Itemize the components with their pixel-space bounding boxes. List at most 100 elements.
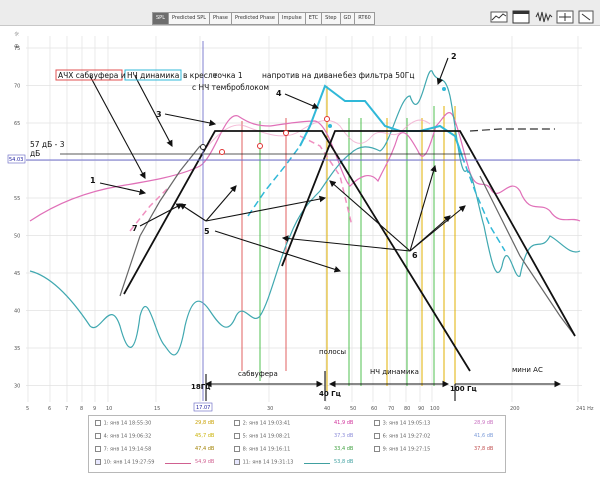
callout-7: 7 [132, 224, 138, 233]
legend-item[interactable]: 5: янв 14 19:08:21 [234, 433, 290, 441]
legend-checkbox[interactable] [95, 446, 101, 452]
x-tick-label: 10 [106, 406, 112, 412]
zoom-icon[interactable] [556, 9, 574, 25]
legend-checkbox[interactable] [95, 420, 101, 426]
curve-dark-grey [119, 145, 576, 337]
legend-item[interactable]: 9: янв 14 19:27:15 [374, 446, 430, 454]
legend-checkbox[interactable] [234, 459, 240, 465]
legend-label: 8: янв 14 19:16:11 [241, 446, 291, 453]
spl-graph[interactable]: 75706560555045403530 5678910152030405060… [0, 26, 600, 414]
legend-item[interactable]: 1: янв 14 18:55:30 [95, 420, 151, 428]
legend-checkbox[interactable] [234, 446, 240, 452]
label-bands: полосы [319, 348, 346, 356]
x-cursor-readout-box [193, 402, 213, 412]
x-tick-label: 40 [324, 406, 330, 412]
tab-etc[interactable]: ETC [304, 12, 322, 25]
legend-label: 9: янв 14 19:27:15 [381, 446, 431, 453]
data-point [324, 116, 330, 122]
legend-item[interactable]: 11: янв 14 19:31:13 [234, 459, 293, 467]
legend-checkbox[interactable] [234, 420, 240, 426]
x-tick-label: 70 [388, 406, 394, 412]
callout-3: 3 [156, 110, 162, 119]
legend-item[interactable]: 7: янв 14 19:14:58 [95, 446, 151, 454]
tab-spl[interactable]: SPL [152, 12, 168, 25]
legend-label: 1: янв 14 18:55:30 [102, 420, 152, 427]
waveform-icon[interactable] [535, 9, 553, 25]
tab-predicted-spl[interactable]: Predicted SPL [167, 12, 210, 25]
x-tick-label: 100 [430, 406, 440, 412]
label-woofer-band: НЧ динамика [370, 368, 419, 376]
graph-tabs: SPL Predicted SPL Phase Predicted Phase … [152, 12, 375, 25]
x-cursor-readout: 17.07 [196, 405, 210, 411]
scale-icon[interactable] [578, 9, 594, 25]
label-woofer: НЧ динамика [127, 71, 179, 80]
label-100hz: 100 Гц [450, 385, 477, 393]
band-marker-lines [241, 86, 456, 391]
legend-item[interactable]: 4: янв 14 19:06:32 [95, 433, 151, 441]
legend-level: 28,9 dB [474, 420, 494, 426]
svg-text:⊕: ⊕ [14, 43, 19, 50]
curve-dashed-cyan-left [247, 145, 301, 217]
label-point1-sub: с НЧ темброблоком [192, 83, 269, 92]
data-point [200, 144, 206, 150]
label-mini-band: мини АС [512, 366, 543, 374]
tab-gd[interactable]: GD [339, 12, 355, 25]
band-trapezoids [123, 130, 576, 372]
legend-checkbox[interactable] [374, 433, 380, 439]
tab-impulse[interactable]: Impulse [277, 12, 305, 25]
tab-predicted-phase[interactable]: Predicted Phase [230, 12, 278, 25]
subwoofer-band-outline [123, 130, 471, 372]
y-cursor-readout-box [7, 154, 26, 164]
legend-level: 54,9 dB [195, 459, 215, 465]
curve-dashed-pink [129, 135, 353, 232]
y-tick-label: 40 [14, 309, 20, 315]
label-in-chair: в кресле [183, 71, 218, 80]
measurement-curves [29, 70, 581, 356]
legend-checkbox[interactable] [374, 420, 380, 426]
label-sub-band: сабвуфера [238, 370, 278, 378]
annotation-arrows [89, 57, 466, 273]
callout-2: 2 [451, 52, 457, 61]
window-icon[interactable] [512, 9, 530, 25]
y-tick-label: 75 [14, 46, 20, 52]
legend-item[interactable]: 6: янв 14 19:27:02 [374, 433, 430, 441]
legend-checkbox[interactable] [234, 433, 240, 439]
x-axis-ticks: 5678910152030405060708090100200241 Hz [26, 406, 594, 412]
callout-4: 4 [276, 89, 282, 98]
tab-step[interactable]: Step [321, 12, 340, 25]
legend-label: 11: янв 14 19:31:13 [241, 459, 294, 466]
band-range-arrows [204, 371, 562, 401]
toolbar: SPL Predicted SPL Phase Predicted Phase … [0, 0, 600, 26]
legend-level: 45,7 dB [195, 433, 215, 439]
legend-level: 33,4 dB [334, 446, 354, 452]
tab-rt60[interactable]: RT60 [354, 12, 375, 25]
y-cursor-readout: 54.03 [9, 157, 23, 163]
legend-level: 53,8 dB [334, 459, 354, 465]
legend-item[interactable]: 2: янв 14 19:03:41 [234, 420, 290, 428]
label-point1: точка 1 [213, 71, 243, 80]
legend-checkbox[interactable] [95, 433, 101, 439]
legend-checkbox[interactable] [374, 446, 380, 452]
tab-phase[interactable]: Phase [209, 12, 231, 25]
legend-checkbox[interactable] [95, 459, 101, 465]
y-tick-label: 65 [14, 121, 20, 127]
legend-item[interactable]: 10: янв 14 19:27:59 [95, 459, 154, 467]
legend-label: 3: янв 14 19:05:13 [381, 420, 431, 427]
svg-text:☼: ☼ [14, 31, 20, 38]
legend-item[interactable]: 3: янв 14 19:05:13 [374, 420, 430, 428]
x-tick-label: 90 [418, 406, 424, 412]
curve-cyan-solid [299, 84, 463, 157]
y-axis-ticks: 75706560555045403530 [14, 46, 20, 390]
graph-settings-icon[interactable] [490, 9, 508, 25]
callout-5: 5 [204, 227, 210, 236]
curve-dashed-cyan-right [461, 155, 506, 252]
y-tick-label: 30 [14, 384, 20, 390]
plot-controls: ☼ ⊕ [14, 31, 20, 50]
legend-level: 37,8 dB [474, 446, 494, 452]
y-tick-label: 50 [14, 234, 20, 240]
legend-item[interactable]: 8: янв 14 19:16:11 [234, 446, 290, 454]
vertical-gridlines [27, 36, 579, 402]
legend-level: 37,3 dB [334, 433, 354, 439]
legend-level: 41,6 dB [474, 433, 494, 439]
label-no-filter: без фильтра 50Гц [343, 71, 414, 80]
